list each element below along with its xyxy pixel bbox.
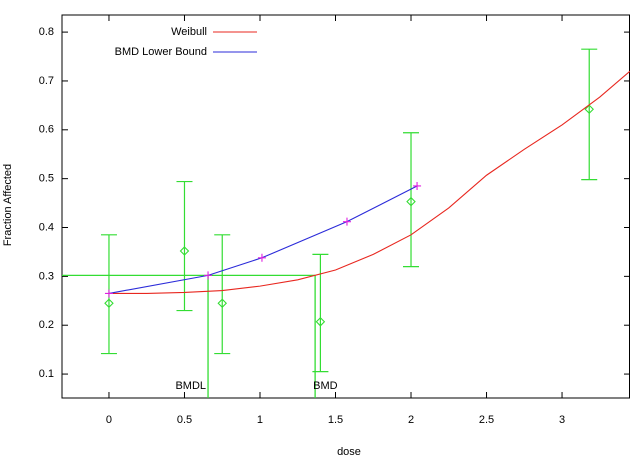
plot-frame [61, 14, 630, 399]
error-bar [176, 180, 193, 312]
y-tick-label: 0.8 [39, 26, 54, 38]
x-tick-label: 3 [559, 414, 565, 426]
bmd-label: BMD [313, 380, 338, 392]
data-point [217, 298, 228, 309]
point-marker [257, 253, 266, 262]
x-tick-label: 2 [408, 414, 414, 426]
point-marker [413, 181, 422, 190]
x-tick-label: 0.5 [177, 414, 192, 426]
y-tick-label: 0.1 [39, 368, 54, 380]
series-line [108, 70, 630, 295]
y-tick-label: 0.5 [39, 173, 54, 185]
point-marker [204, 271, 213, 280]
x-tick-label: 1 [257, 414, 263, 426]
error-bar [403, 132, 420, 268]
legend-label: Weibull [171, 26, 207, 38]
data-point [406, 196, 416, 207]
y-tick-label: 0.3 [39, 270, 54, 282]
bmdl-label: BMDL [175, 380, 206, 392]
x-axis-label: dose [337, 446, 361, 458]
data-point [179, 246, 190, 256]
point-marker [104, 289, 113, 298]
data-point [104, 298, 114, 309]
series-line [108, 185, 418, 294]
error-bar [214, 234, 231, 355]
y-tick-label: 0.4 [39, 221, 54, 233]
error-bar [581, 48, 598, 181]
y-axis-label: Fraction Affected [2, 164, 14, 246]
point-marker [342, 217, 351, 226]
x-tick-label: 0 [106, 414, 112, 426]
data-point [315, 317, 326, 327]
x-tick-label: 2.5 [479, 414, 494, 426]
y-tick-label: 0.7 [39, 75, 54, 87]
y-tick-label: 0.2 [39, 319, 54, 331]
legend-label: BMD Lower Bound [115, 46, 207, 58]
x-tick-label: 1.5 [328, 414, 343, 426]
y-tick-label: 0.6 [39, 124, 54, 136]
data-point [584, 104, 595, 115]
